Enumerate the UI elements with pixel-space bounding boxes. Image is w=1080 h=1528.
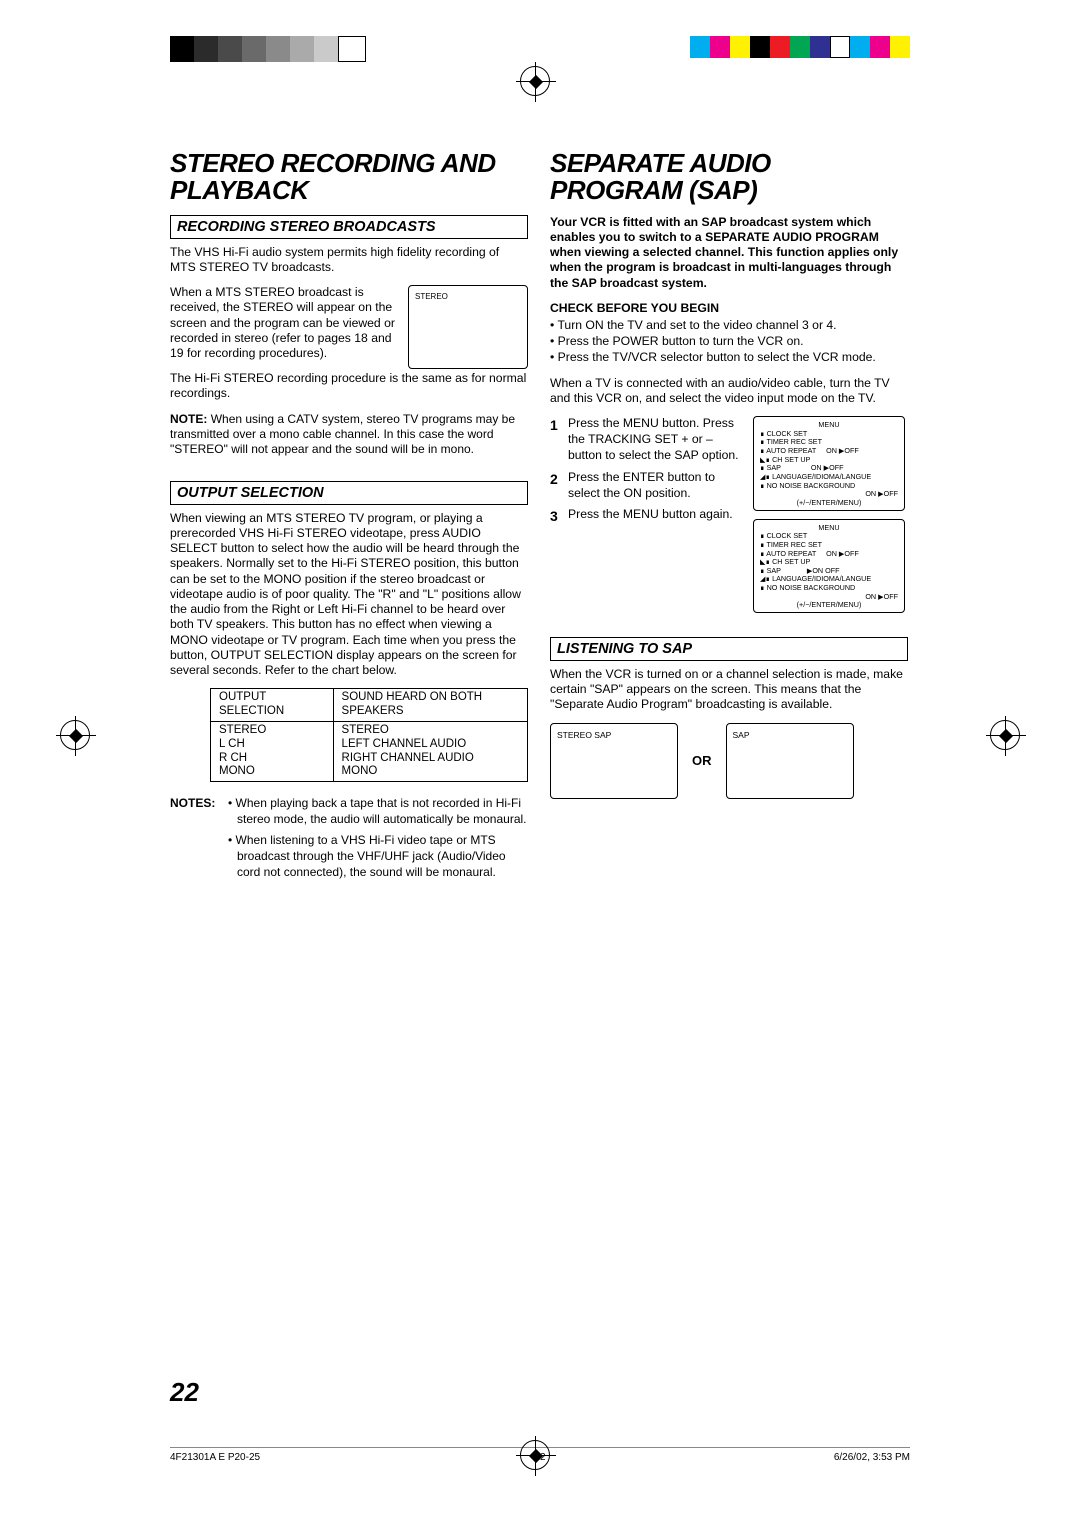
heading-listening: LISTENING TO SAP (550, 637, 908, 661)
notes-label: NOTES: (170, 796, 228, 886)
footer-left: 4F21301A E P20-25 (170, 1452, 260, 1463)
para-listening: When the VCR is turned on or a channel s… (550, 667, 908, 713)
check-item: Press the TV/VCR selector button to sele… (550, 350, 908, 366)
table-cell: STEREO L CH R CH MONO (211, 721, 334, 781)
left-column: STEREO RECORDING AND PLAYBACK RECORDING … (170, 150, 528, 886)
registration-mark-right (990, 720, 1020, 753)
table-header-2: SOUND HEARD ON BOTH SPEAKERS (333, 689, 527, 722)
step-text: Press the MENU button again. (568, 507, 747, 525)
menu-screen-2: MENU ∎ CLOCK SET ∎ TIMER REC SET ∎ AUTO … (753, 519, 905, 613)
menu-screens: MENU ∎ CLOCK SET ∎ TIMER REC SET ∎ AUTO … (753, 416, 908, 621)
para-recording-intro: The VHS Hi-Fi audio system permits high … (170, 245, 528, 276)
note-item: When playing back a tape that is not rec… (228, 796, 528, 827)
title-sap: SEPARATE AUDIO PROGRAM (SAP) (550, 150, 908, 205)
step-text: Press the ENTER button to select the ON … (568, 470, 747, 502)
or-label: OR (692, 753, 712, 768)
para-sap-intro: Your VCR is fitted with an SAP broadcast… (550, 215, 908, 291)
note-text: When using a CATV system, stereo TV prog… (170, 412, 515, 456)
footer-right: 6/26/02, 3:53 PM (834, 1452, 910, 1463)
menu-screen-1: MENU ∎ CLOCK SET ∎ TIMER REC SET ∎ AUTO … (753, 416, 905, 510)
output-table: OUTPUT SELECTION SOUND HEARD ON BOTH SPE… (210, 688, 528, 782)
registration-mark-top (520, 66, 560, 106)
step-list: 1Press the MENU button. Press the TRACKI… (550, 416, 747, 621)
para-av-cable: When a TV is connected with an audio/vid… (550, 376, 908, 407)
check-list: Turn ON the TV and set to the video chan… (550, 318, 908, 366)
color-swatches (690, 36, 910, 61)
gray-swatches (170, 36, 362, 65)
table-header-1: OUTPUT SELECTION (211, 689, 334, 722)
sap-screen-2: SAP (726, 723, 854, 799)
screen-stereo: STEREO (408, 285, 528, 369)
registration-top (0, 36, 1080, 86)
heading-recording: RECORDING STEREO BROADCASTS (170, 215, 528, 239)
step-text: Press the MENU button. Press the TRACKIN… (568, 416, 747, 464)
title-stereo: STEREO RECORDING AND PLAYBACK (170, 150, 528, 205)
registration-mark-bottom (520, 1440, 550, 1473)
para-output: When viewing an MTS STEREO TV program, o… (170, 511, 528, 679)
check-item: Turn ON the TV and set to the video chan… (550, 318, 908, 334)
sap-screen-1: STEREO SAP (550, 723, 678, 799)
para-stereo-broadcast: When a MTS STEREO broadcast is received,… (170, 285, 400, 369)
right-column: SEPARATE AUDIO PROGRAM (SAP) Your VCR is… (550, 150, 908, 886)
screen-stereo-label: STEREO (415, 292, 448, 301)
page-number: 22 (170, 1377, 199, 1408)
note-label: NOTE: (170, 412, 207, 426)
note-catv: NOTE: When using a CATV system, stereo T… (170, 412, 528, 457)
note-item: When listening to a VHS Hi-Fi video tape… (228, 833, 528, 880)
page-content: STEREO RECORDING AND PLAYBACK RECORDING … (170, 150, 910, 886)
para-procedure: The Hi-Fi STEREO recording procedure is … (170, 371, 528, 402)
notes-block: NOTES: When playing back a tape that is … (170, 796, 528, 886)
heading-check: CHECK BEFORE YOU BEGIN (550, 301, 908, 316)
registration-mark-left (60, 720, 90, 753)
sap-screens-row: STEREO SAP OR SAP (550, 723, 908, 799)
table-cell: STEREO LEFT CHANNEL AUDIO RIGHT CHANNEL … (333, 721, 527, 781)
check-item: Press the POWER button to turn the VCR o… (550, 334, 908, 350)
heading-output: OUTPUT SELECTION (170, 481, 528, 505)
